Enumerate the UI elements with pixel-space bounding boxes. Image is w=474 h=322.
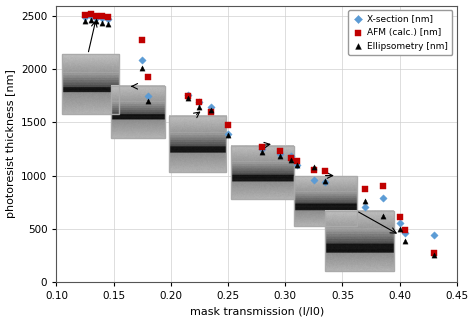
AFM (calc.) [nm] <box>396 214 403 220</box>
Ellipsometry [nm] <box>196 104 203 109</box>
Ellipsometry [nm] <box>184 95 192 100</box>
AFM (calc.) [nm] <box>207 109 215 114</box>
X-section [nm] <box>207 104 215 109</box>
Ellipsometry [nm] <box>144 99 152 104</box>
X-section [nm] <box>276 152 283 157</box>
X-section [nm] <box>104 17 112 22</box>
Ellipsometry [nm] <box>92 19 100 24</box>
AFM (calc.) [nm] <box>196 100 203 105</box>
Ellipsometry [nm] <box>430 253 438 258</box>
X-section [nm] <box>321 179 329 185</box>
AFM (calc.) [nm] <box>99 14 106 19</box>
AFM (calc.) [nm] <box>92 14 100 19</box>
Ellipsometry [nm] <box>81 19 89 24</box>
Bar <box>294 175 357 225</box>
Ellipsometry [nm] <box>287 157 295 162</box>
X-section [nm] <box>92 16 100 21</box>
Bar <box>325 211 394 271</box>
X-section [nm] <box>99 16 106 21</box>
Ellipsometry [nm] <box>87 18 94 23</box>
X-section [nm] <box>184 92 192 97</box>
Ellipsometry [nm] <box>379 213 386 219</box>
AFM (calc.) [nm] <box>276 148 283 154</box>
AFM (calc.) [nm] <box>138 37 146 42</box>
AFM (calc.) [nm] <box>321 169 329 174</box>
X-axis label: mask transmission (I/I0): mask transmission (I/I0) <box>190 307 324 317</box>
X-section [nm] <box>87 14 94 19</box>
AFM (calc.) [nm] <box>310 168 318 173</box>
AFM (calc.) [nm] <box>81 13 89 18</box>
X-section [nm] <box>196 100 203 105</box>
Ellipsometry [nm] <box>310 165 318 170</box>
X-section [nm] <box>144 93 152 99</box>
X-section [nm] <box>401 231 409 236</box>
Ellipsometry [nm] <box>362 199 369 204</box>
AFM (calc.) [nm] <box>362 187 369 192</box>
Y-axis label: photoresist thickness [nm]: photoresist thickness [nm] <box>6 69 16 218</box>
AFM (calc.) [nm] <box>144 74 152 79</box>
Ellipsometry [nm] <box>104 21 112 26</box>
X-section [nm] <box>430 232 438 238</box>
X-section [nm] <box>310 177 318 183</box>
Ellipsometry [nm] <box>224 133 232 138</box>
X-section [nm] <box>362 205 369 210</box>
X-section [nm] <box>396 221 403 226</box>
Legend: X-section [nm], AFM (calc.) [nm], Ellipsometry [nm]: X-section [nm], AFM (calc.) [nm], Ellips… <box>348 10 452 55</box>
Bar <box>111 86 165 138</box>
Ellipsometry [nm] <box>138 66 146 71</box>
Ellipsometry [nm] <box>293 162 301 167</box>
Ellipsometry [nm] <box>401 239 409 244</box>
Ellipsometry [nm] <box>396 226 403 231</box>
AFM (calc.) [nm] <box>87 12 94 17</box>
AFM (calc.) [nm] <box>430 251 438 256</box>
X-section [nm] <box>138 57 146 62</box>
AFM (calc.) [nm] <box>104 15 112 20</box>
Bar <box>62 54 119 114</box>
X-section [nm] <box>81 15 89 20</box>
X-section [nm] <box>287 153 295 158</box>
Ellipsometry [nm] <box>207 107 215 112</box>
Ellipsometry [nm] <box>321 178 329 184</box>
Ellipsometry [nm] <box>258 150 266 155</box>
X-section [nm] <box>379 195 386 201</box>
Ellipsometry [nm] <box>276 154 283 159</box>
AFM (calc.) [nm] <box>379 184 386 189</box>
Bar <box>231 146 294 199</box>
AFM (calc.) [nm] <box>258 144 266 149</box>
Ellipsometry [nm] <box>99 20 106 25</box>
AFM (calc.) [nm] <box>287 155 295 160</box>
AFM (calc.) [nm] <box>401 227 409 232</box>
Bar <box>169 116 226 172</box>
X-section [nm] <box>293 162 301 167</box>
X-section [nm] <box>224 132 232 137</box>
AFM (calc.) [nm] <box>293 158 301 163</box>
AFM (calc.) [nm] <box>224 122 232 127</box>
AFM (calc.) [nm] <box>184 93 192 99</box>
X-section [nm] <box>258 147 266 152</box>
